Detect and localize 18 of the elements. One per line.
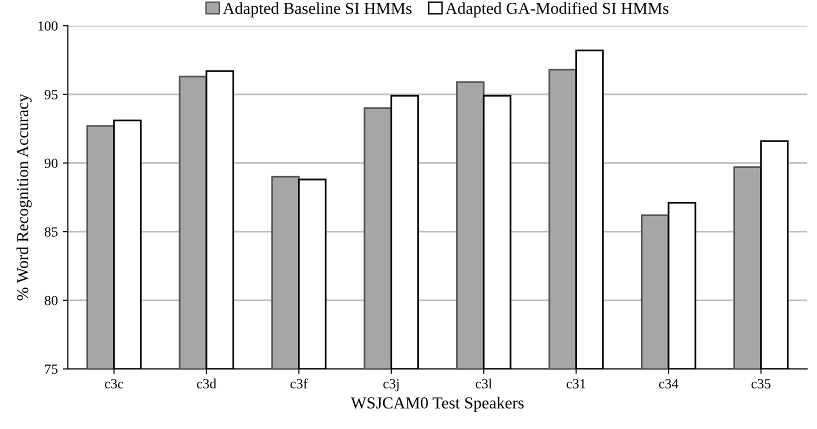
x-tick-label: c3f — [290, 378, 308, 388]
y-tick-label: 75 — [45, 364, 58, 374]
y-tick-label: 85 — [44, 227, 58, 237]
y-axis-title: % Word Recognition Accuracy — [16, 94, 32, 300]
y-tick-label: 80 — [44, 296, 58, 306]
x-tick-label: c3j — [383, 379, 399, 392]
y-tick-label: 95 — [44, 90, 58, 100]
x-tick-label: c3d — [196, 378, 216, 388]
x-tick-label: c35 — [751, 379, 770, 388]
x-tick-label: c34 — [659, 379, 678, 388]
legend-label: Adapted GA-Modified SI HMMs — [446, 2, 668, 18]
x-tick-label: c3c — [104, 379, 124, 388]
y-tick-label: 100 — [38, 21, 58, 31]
y-tick-label: 90 — [44, 158, 58, 168]
x-tick-label: c31 — [566, 379, 586, 388]
legend-label: Adapted Baseline SI HMMs — [222, 2, 412, 18]
x-tick-label: c3l — [476, 378, 492, 388]
x-axis-title: WSJCAM0 Test Speakers — [350, 396, 524, 412]
